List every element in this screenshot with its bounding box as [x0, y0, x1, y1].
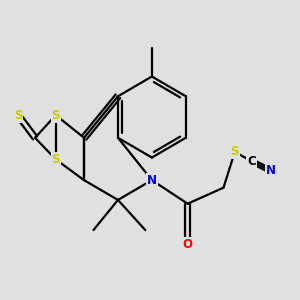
Text: C: C [248, 155, 256, 168]
Text: O: O [183, 238, 193, 251]
Text: N: N [147, 174, 157, 187]
Text: S: S [52, 109, 60, 122]
Text: S: S [231, 146, 239, 158]
Text: N: N [266, 164, 276, 177]
Text: S: S [14, 109, 22, 122]
Text: S: S [52, 153, 60, 166]
